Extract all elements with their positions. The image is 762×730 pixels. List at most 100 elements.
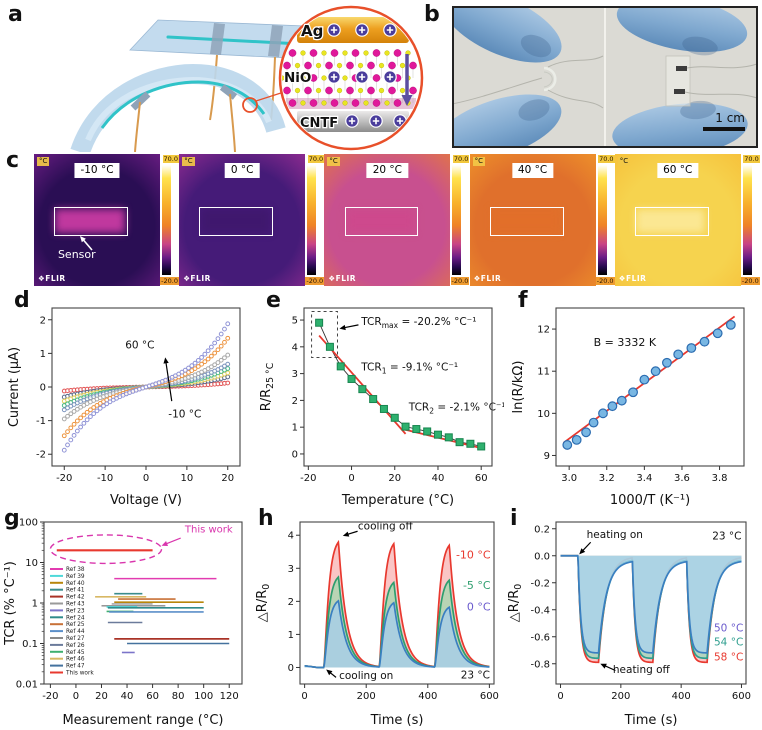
svg-text:Ref 26: Ref 26 <box>66 643 85 649</box>
svg-text:-0.8: -0.8 <box>530 659 550 670</box>
unit-badge: °C <box>472 157 485 166</box>
svg-text:20: 20 <box>95 691 108 702</box>
panel-h-label: h <box>258 506 274 531</box>
plot-frame <box>555 307 745 467</box>
svg-text:CNTF: CNTF <box>300 116 338 131</box>
svg-text:1000/T (K⁻¹): 1000/T (K⁻¹) <box>610 493 690 508</box>
bent-sensor-film <box>70 63 286 152</box>
svg-text:9: 9 <box>544 451 550 462</box>
zoom-circle <box>242 97 258 113</box>
connecting-line <box>318 322 482 447</box>
panel-b-label: b <box>424 2 440 27</box>
svg-text:-10 °C: -10 °C <box>456 548 491 561</box>
annotations: heating on 23 °C heating off 50 °C 54 °C 58 °… <box>579 529 743 676</box>
plot-frame <box>299 521 495 685</box>
y-axis: 0 1 2 3 4 5 <box>292 316 304 460</box>
svg-text:heating on: heating on <box>587 529 643 541</box>
svg-text:This work: This work <box>65 671 94 677</box>
sensor-region-outline <box>634 207 709 236</box>
svg-text:23 °C: 23 °C <box>461 669 490 681</box>
unit-badge: °C <box>182 157 195 166</box>
annotations: B = 3332 K <box>594 336 657 349</box>
svg-text:0.1: 0.1 <box>22 639 38 650</box>
svg-text:10: 10 <box>537 409 550 420</box>
panel-d-label: d <box>14 288 30 313</box>
thermal-image: °C 60 °C ❖FLIR 70.0 -20.0 <box>614 154 760 286</box>
charge-carrier-icon <box>345 114 359 128</box>
svg-text:2: 2 <box>292 396 298 407</box>
sensor-region-outline <box>344 207 419 236</box>
chart-cooling-response: cooling off cooling on 23 °C -10 °C -5 °C 0 °… <box>255 520 499 728</box>
y-axis: -2 -1 0 1 2 <box>36 315 52 461</box>
x-axis: 0 200 400 600 <box>301 684 499 702</box>
device-schematic: Ag NiO CNTF <box>70 5 424 152</box>
svg-text:400: 400 <box>418 691 437 702</box>
svg-text:1: 1 <box>288 630 294 641</box>
sensor-line <box>100 80 266 129</box>
series-60 °C <box>61 321 231 453</box>
flir-logo: ❖FLIR <box>328 274 357 283</box>
temperature-label: 20 °C <box>366 163 409 178</box>
x-axis: -20 -10 0 10 20 <box>56 466 234 484</box>
svg-text:0.2: 0.2 <box>534 524 550 535</box>
transparent-film <box>665 55 691 107</box>
sensor-region-outline <box>489 207 564 236</box>
svg-text:3.4: 3.4 <box>636 473 652 484</box>
svg-text:heating off: heating off <box>613 664 671 676</box>
y-axis: 0 1 2 3 4 <box>288 531 300 674</box>
svg-text:0.0: 0.0 <box>534 551 550 562</box>
lead-wire <box>209 54 218 121</box>
ag-electrode <box>297 17 409 43</box>
thermal-image: °C -10 °C Sensor ❖FLIR 70.0 -20.0 <box>34 154 179 286</box>
svg-text:Ref 47: Ref 47 <box>66 664 85 670</box>
gloved-finger <box>616 6 748 53</box>
chart-heating-response: heating on 23 °C heating off 50 °C 54 °C 58 °… <box>507 521 751 728</box>
svg-text:Ref 44: Ref 44 <box>66 629 85 635</box>
charge-carrier-icon <box>355 23 369 37</box>
sensor-pointer-arrow <box>79 236 93 251</box>
temperature-label: -10 °C <box>74 163 120 178</box>
thermal-image-strip: °C -10 °C Sensor ❖FLIR 70.0 -20.0 °C 0 °C ❖FLIR 7… <box>34 154 760 286</box>
gloved-finger <box>612 103 748 148</box>
svg-text:R/R25 °C: R/R25 °C <box>259 362 276 411</box>
color-scale: 70.0 -20.0 <box>450 154 470 286</box>
charge-carrier-icon <box>383 70 397 84</box>
svg-text:-10 °C: -10 °C <box>168 408 201 420</box>
unit-badge: °C <box>617 157 631 166</box>
svg-text:-0.2: -0.2 <box>530 578 550 589</box>
svg-text:0 °C: 0 °C <box>467 601 491 614</box>
svg-text:Current (µA): Current (µA) <box>7 347 22 427</box>
color-scale: 70.0 -20.0 <box>160 154 179 286</box>
plot-area <box>562 315 736 450</box>
charge-carrier-icon <box>327 70 341 84</box>
thermal-frame: °C 20 °C ❖FLIR <box>324 154 451 286</box>
svg-text:Time (s): Time (s) <box>624 713 678 728</box>
temperature-label: 40 °C <box>511 163 554 178</box>
svg-text:B = 3332 K: B = 3332 K <box>594 336 657 349</box>
svg-text:△R/R0: △R/R0 <box>255 584 272 622</box>
svg-text:50 °C: 50 °C <box>714 622 743 634</box>
x-axis: -20 0 20 40 60 <box>300 466 488 484</box>
svg-text:Voltage (V): Voltage (V) <box>110 493 182 508</box>
svg-text:80: 80 <box>172 691 185 702</box>
unit-badge: °C <box>327 157 340 166</box>
svg-text:58 °C: 58 °C <box>714 651 743 663</box>
svg-text:600: 600 <box>480 691 499 702</box>
svg-text:-2: -2 <box>36 450 46 461</box>
x-axis: -20 0 20 40 60 80 100 120 <box>42 684 239 702</box>
svg-text:100: 100 <box>194 691 213 702</box>
color-scale: 70.0 -20.0 <box>305 154 325 286</box>
panel-a-label: a <box>8 2 23 27</box>
svg-text:10: 10 <box>181 473 194 484</box>
svg-text:3.8: 3.8 <box>712 473 728 484</box>
svg-text:100: 100 <box>19 518 38 529</box>
plot-area <box>315 318 486 451</box>
svg-text:Ref 41: Ref 41 <box>66 588 85 594</box>
svg-text:1: 1 <box>32 599 38 610</box>
x-axis: 3.0 3.2 3.4 3.6 3.8 <box>561 466 728 484</box>
svg-text:60 °C: 60 °C <box>125 339 154 351</box>
svg-text:11: 11 <box>537 367 550 378</box>
thermal-frame: °C 60 °C ❖FLIR <box>614 154 741 286</box>
chart-resistance-temperature: TCRmax = -20.2% °C⁻¹ TCR1 = -9.1% °C⁻¹ TCR… <box>259 307 504 508</box>
svg-text:4: 4 <box>292 342 298 353</box>
